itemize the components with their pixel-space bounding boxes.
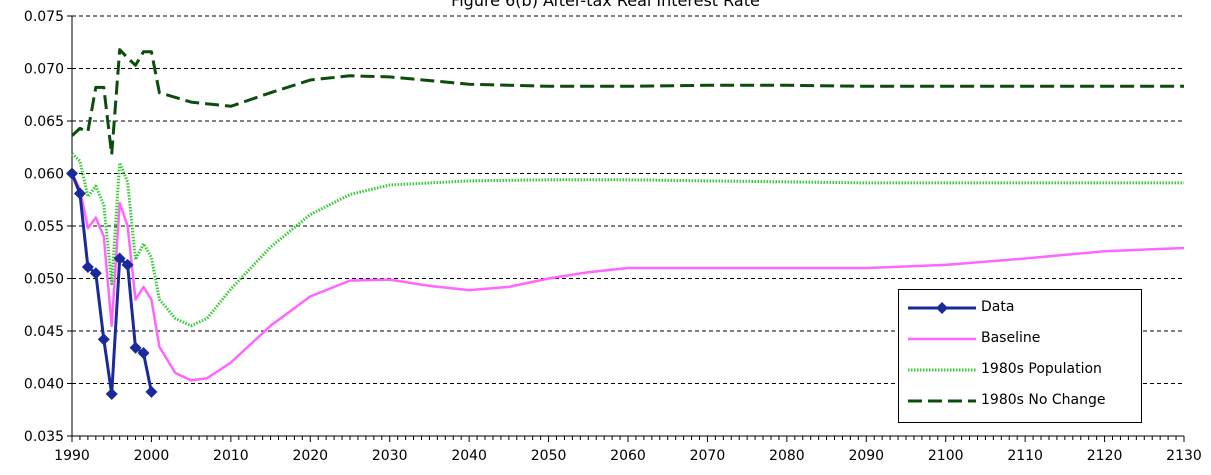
y-tick-label: 0.070 xyxy=(24,62,64,78)
x-tick-label: 2040 xyxy=(451,448,487,464)
series-line-1980s-no-change xyxy=(70,48,1184,157)
x-tick-label: 2130 xyxy=(1166,448,1202,464)
legend-item: Data xyxy=(899,298,1141,318)
data-point-marker xyxy=(145,385,158,398)
axes xyxy=(67,15,1185,442)
y-tick-label: 0.075 xyxy=(24,9,64,25)
x-tick-label: 2030 xyxy=(372,448,408,464)
data-point-marker xyxy=(129,341,142,354)
x-tick-label: 2050 xyxy=(531,448,567,464)
chart-legend: Data Baseline 1980s Population 1980s No Cha… xyxy=(898,289,1142,423)
data-point-marker xyxy=(97,333,110,346)
data-point-marker xyxy=(81,260,94,273)
legend-item: 1980s Population xyxy=(899,360,1141,380)
x-tick-label: 2120 xyxy=(1087,448,1123,464)
data-point-marker xyxy=(113,252,126,265)
y-tick-label: 0.050 xyxy=(24,272,64,288)
x-tick-label: 2010 xyxy=(213,448,249,464)
data-point-marker xyxy=(89,267,102,280)
legend-item: 1980s No Change xyxy=(899,391,1141,411)
legend-item: Baseline xyxy=(899,329,1141,349)
legend-swatch xyxy=(908,337,976,341)
y-tick-label: 0.045 xyxy=(24,324,64,340)
legend-label: Baseline xyxy=(981,330,1041,346)
tick-labels: 0.035 0.040 0.045 0.050 0.055 0.060 0.065 0.070… xyxy=(24,9,1202,464)
x-tick-label: 2020 xyxy=(292,448,328,464)
legend-label: 1980s Population xyxy=(981,361,1102,377)
legend-swatch xyxy=(908,302,976,314)
x-tick-label: 2000 xyxy=(134,448,170,464)
x-tick-label: 2060 xyxy=(610,448,646,464)
x-tick-label: 2070 xyxy=(690,448,726,464)
data-point-marker xyxy=(137,347,150,360)
legend-swatch xyxy=(908,368,976,372)
legend-swatch xyxy=(908,399,976,403)
series-line-1980s-population xyxy=(70,152,1184,328)
data-point-marker xyxy=(105,388,118,400)
series-lines xyxy=(66,48,1185,400)
y-tick-label: 0.040 xyxy=(24,377,64,393)
data-point-marker xyxy=(66,167,78,180)
x-tick-label: 2110 xyxy=(1007,448,1043,464)
series-line-baseline xyxy=(70,172,1185,382)
data-point-marker xyxy=(121,258,134,271)
chart-title: Figure 6(b) After-tax Real Interest Rate xyxy=(451,0,760,10)
x-tick-label: 2080 xyxy=(769,448,805,464)
legend-label: Data xyxy=(981,299,1015,315)
x-tick-label: 2100 xyxy=(928,448,964,464)
y-tick-label: 0.065 xyxy=(24,114,64,130)
y-tick-label: 0.060 xyxy=(24,167,64,183)
x-tick-label: 1990 xyxy=(54,448,90,464)
x-tick-label: 2090 xyxy=(848,448,884,464)
y-tick-label: 0.055 xyxy=(24,219,64,235)
y-tick-label: 0.035 xyxy=(24,429,64,445)
legend-label: 1980s No Change xyxy=(981,392,1106,408)
data-point-marker xyxy=(73,187,86,200)
